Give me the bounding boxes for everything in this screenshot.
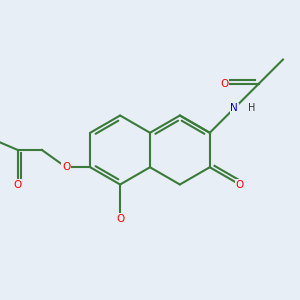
Text: O: O [236, 179, 244, 190]
Text: O: O [14, 179, 22, 190]
Text: O: O [116, 214, 124, 224]
Text: N: N [230, 103, 238, 113]
Text: O: O [220, 79, 228, 89]
Text: O: O [62, 162, 70, 172]
Text: H: H [248, 103, 255, 113]
